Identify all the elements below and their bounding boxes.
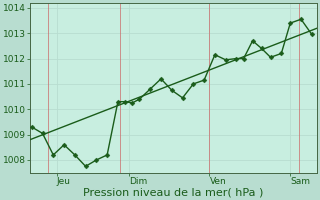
X-axis label: Pression niveau de la mer( hPa ): Pression niveau de la mer( hPa ) [84,187,264,197]
